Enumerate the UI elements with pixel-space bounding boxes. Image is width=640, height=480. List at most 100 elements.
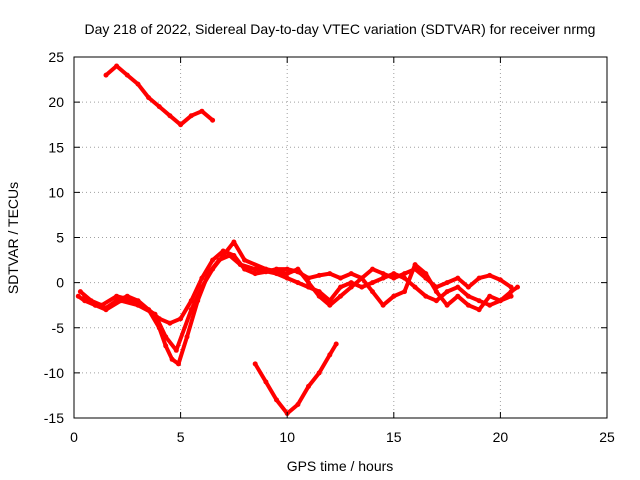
data-series [75,63,520,416]
data-point [465,293,471,299]
data-point [391,271,397,277]
data-point [338,284,343,290]
x-tick-label: 0 [70,429,78,445]
data-point [103,72,109,78]
data-point [237,262,243,268]
y-tick-label: 5 [56,230,64,246]
y-tick-label: -10 [44,365,64,381]
data-point [252,361,258,367]
chart-title: Day 218 of 2022, Sidereal Day-to-day VTE… [85,21,596,37]
x-tick-label: 20 [493,429,509,445]
y-tick-label: -15 [44,410,64,426]
data-point [348,271,354,277]
y-tick-label: 15 [48,139,64,155]
data-point [77,289,83,295]
grid-lines [74,57,607,418]
data-point [295,266,301,272]
data-point [306,383,311,389]
data-point [338,275,343,281]
data-point [306,280,311,286]
data-point [508,289,514,295]
y-tick-label: 20 [48,94,64,110]
data-point [118,298,124,304]
data-point [188,298,194,304]
data-point [135,302,141,308]
data-point [370,280,375,286]
data-point [114,293,120,299]
data-point [156,104,162,110]
data-point [210,257,216,263]
data-point [370,266,375,272]
data-point [433,298,439,304]
data-point [423,293,429,299]
data-point [263,379,269,385]
data-point [391,293,397,299]
data-point [199,275,205,281]
data-point [176,361,181,367]
data-point [252,266,258,272]
x-axis-title: GPS time / hours [287,458,394,474]
data-point [327,271,333,277]
data-point [515,284,520,290]
y-axis-title: SDTVAR / TECUs [5,182,21,294]
data-point [487,302,493,308]
data-point [210,266,216,272]
data-point [380,302,386,308]
data-point [391,275,397,281]
data-point [231,239,237,245]
data-point [433,289,439,295]
data-point [380,275,386,281]
data-point [135,81,141,87]
y-tick-labels: -15 -10 -5 0 5 10 15 20 25 [44,49,64,426]
data-point [220,253,226,258]
data-point [103,307,109,313]
data-point [476,307,482,313]
data-point [263,266,269,272]
data-point [274,397,279,403]
data-point [476,298,482,304]
data-point [82,293,88,299]
data-point [327,352,333,358]
data-point [163,334,169,340]
data-point [284,271,290,277]
data-point [402,271,407,277]
data-point [199,284,205,290]
data-point [444,280,450,286]
data-point [412,284,418,290]
data-point [348,284,354,290]
data-point [497,277,503,283]
data-point [359,275,365,281]
data-point [423,271,429,277]
data-point [199,108,205,114]
y-tick-label: 25 [48,49,64,65]
data-point [487,272,493,278]
data-point [316,272,322,278]
data-point [402,289,407,295]
y-tick-label: -5 [52,320,65,336]
data-point [252,271,258,277]
data-point [167,320,173,326]
data-point [455,275,461,281]
data-point [178,122,184,128]
data-point [476,275,482,281]
data-point [114,63,120,69]
axis-ticks [73,56,608,419]
data-point [380,271,386,277]
data-point [455,293,461,299]
data-point [465,284,471,290]
data-point [412,262,418,268]
data-point [163,343,169,349]
data-point [465,302,471,308]
data-point [359,284,365,290]
data-point [444,302,450,308]
data-point [497,298,503,304]
data-point [455,284,461,290]
x-tick-label: 10 [279,429,295,445]
data-point [284,275,290,281]
x-tick-label: 5 [177,429,185,445]
data-point [152,311,158,317]
data-point [227,253,233,258]
x-tick-label: 15 [386,429,402,445]
